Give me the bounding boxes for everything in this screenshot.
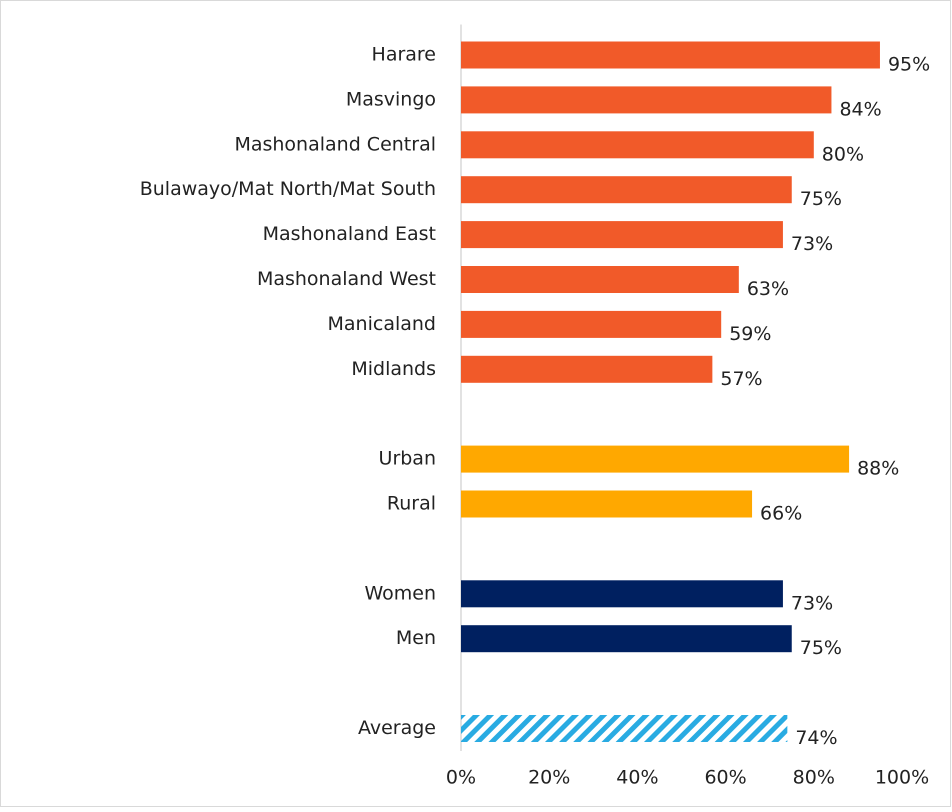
y-tick-label: Women bbox=[364, 582, 436, 604]
y-tick-label: Average bbox=[358, 717, 436, 739]
x-tick-label: 80% bbox=[793, 767, 835, 789]
y-tick-label: Midlands bbox=[351, 358, 436, 380]
data-label: 84% bbox=[839, 98, 881, 120]
data-label: 75% bbox=[800, 188, 842, 210]
bar bbox=[461, 131, 814, 159]
y-tick-label: Rural bbox=[387, 493, 436, 515]
bar bbox=[461, 176, 792, 204]
x-tick-label: 40% bbox=[616, 767, 658, 789]
y-tick-label: Mashonaland Central bbox=[234, 133, 436, 155]
data-label: 80% bbox=[822, 143, 864, 165]
bar bbox=[461, 715, 788, 742]
data-label: 88% bbox=[857, 458, 899, 480]
y-tick-label: Men bbox=[396, 627, 436, 649]
y-tick-label: Mashonaland East bbox=[263, 223, 436, 245]
x-tick-label: 0% bbox=[446, 767, 476, 789]
y-tick-label: Masvingo bbox=[346, 88, 436, 110]
y-tick-label: Mashonaland West bbox=[257, 268, 436, 290]
y-tick-label: Manicaland bbox=[328, 313, 436, 335]
bar bbox=[461, 41, 880, 69]
data-label: 59% bbox=[729, 323, 771, 345]
x-tick-label: 60% bbox=[704, 767, 746, 789]
bar bbox=[461, 490, 753, 518]
x-tick-label: 20% bbox=[528, 767, 570, 789]
bar bbox=[461, 310, 722, 338]
data-label: 57% bbox=[720, 368, 762, 390]
bar bbox=[461, 625, 792, 653]
y-tick-label: Harare bbox=[372, 44, 436, 66]
data-label: 73% bbox=[791, 592, 833, 614]
data-label: 66% bbox=[760, 503, 802, 525]
y-tick-label: Bulawayo/Mat North/Mat South bbox=[140, 178, 436, 200]
y-tick-label: Urban bbox=[379, 448, 436, 470]
bar bbox=[461, 580, 783, 608]
bar bbox=[461, 86, 832, 114]
data-label: 74% bbox=[795, 727, 837, 749]
data-label: 63% bbox=[747, 278, 789, 300]
x-tick-label: 100% bbox=[875, 767, 929, 789]
bar bbox=[461, 445, 850, 473]
bar bbox=[461, 266, 739, 293]
bar bbox=[461, 355, 713, 383]
data-label: 73% bbox=[791, 233, 833, 255]
bar bbox=[461, 221, 783, 249]
data-label: 75% bbox=[800, 637, 842, 659]
data-label: 95% bbox=[888, 54, 930, 76]
